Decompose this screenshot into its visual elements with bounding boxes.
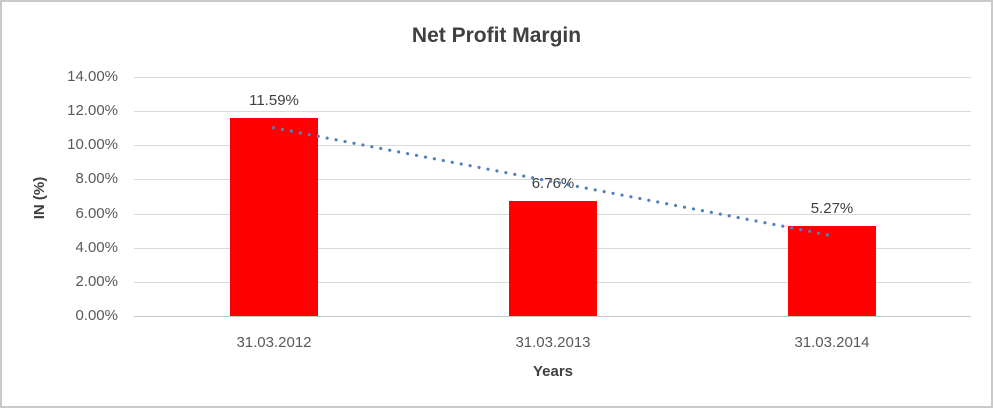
bar-31.03.2013 [509,201,597,316]
y-tick-label: 12.00% [67,102,118,119]
bar-31.03.2014 [788,226,876,316]
y-tick-label: 6.00% [75,205,118,222]
gridline [134,77,971,78]
x-tick-label: 31.03.2013 [515,334,591,351]
gridline [134,316,971,317]
gridline [134,111,971,112]
bar-31.03.2012 [230,118,318,316]
x-tick-label: 31.03.2012 [236,334,312,351]
y-tick-label: 10.00% [67,136,118,153]
data-label: 6.76% [531,175,575,192]
x-axis-title: Years [532,363,574,380]
data-label: 5.27% [810,200,854,217]
x-tick-label: 31.03.2014 [794,334,870,351]
y-tick-label: 4.00% [75,239,118,256]
y-tick-label: 0.00% [75,307,118,324]
y-tick-label: 14.00% [67,68,118,85]
data-label: 11.59% [249,92,299,109]
y-tick-label: 2.00% [75,273,118,290]
chart-title: Net Profit Margin [411,24,582,47]
y-tick-label: 8.00% [75,170,118,187]
